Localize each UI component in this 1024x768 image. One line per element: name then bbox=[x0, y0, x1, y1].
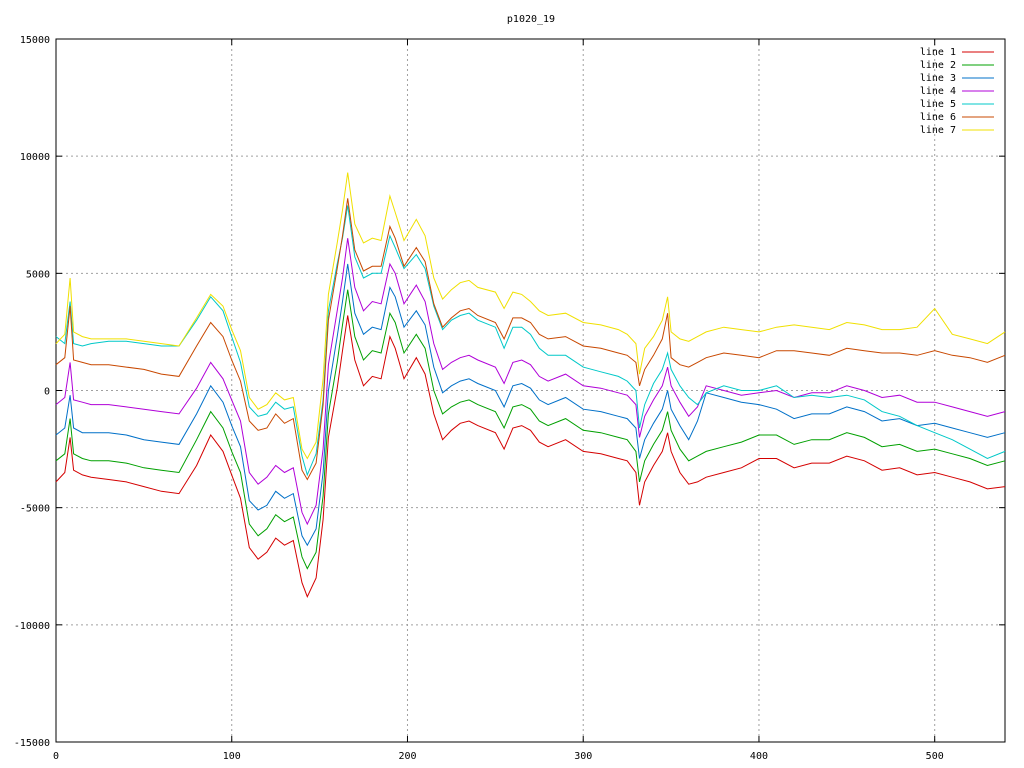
x-tick-label: 500 bbox=[926, 751, 944, 762]
x-tick-label: 400 bbox=[750, 751, 768, 762]
y-tick-label: 10000 bbox=[20, 152, 50, 163]
axis-ticks: -15000 -10000 -5000 0 5000 10000 15000 0 100 200 3… bbox=[14, 35, 1005, 762]
y-tick-label: -15000 bbox=[14, 738, 50, 749]
series-line-5 bbox=[55, 205, 1006, 477]
series-line-4 bbox=[55, 238, 1006, 526]
chart-title: p1020_19 bbox=[507, 14, 555, 25]
legend-label-7: line 7 bbox=[920, 125, 956, 136]
legend-label-2: line 2 bbox=[920, 60, 956, 71]
y-tick-label: -5000 bbox=[20, 504, 50, 515]
y-tick-label: 15000 bbox=[20, 35, 50, 46]
legend-label-4: line 4 bbox=[920, 86, 956, 97]
y-tick-label: 5000 bbox=[26, 269, 50, 280]
x-tick-label: 200 bbox=[398, 751, 416, 762]
legend-label-6: line 6 bbox=[920, 112, 956, 123]
series-line-1 bbox=[55, 315, 1006, 598]
series-lines bbox=[55, 172, 1006, 598]
legend-label-5: line 5 bbox=[920, 99, 956, 110]
legend: line 1 line 2 line 3 line 4 line 5 line 6 line… bbox=[920, 47, 994, 136]
y-tick-label: -10000 bbox=[14, 621, 50, 632]
series-line-7 bbox=[55, 172, 1006, 460]
grid-lines bbox=[56, 39, 1005, 742]
series-line-3 bbox=[55, 263, 1006, 547]
y-tick-label: 0 bbox=[44, 387, 50, 398]
x-tick-label: 100 bbox=[223, 751, 241, 762]
x-tick-label: 0 bbox=[53, 751, 59, 762]
x-tick-label: 300 bbox=[574, 751, 592, 762]
series-line-2 bbox=[55, 289, 1006, 570]
series-line-6 bbox=[55, 198, 1006, 481]
legend-label-1: line 1 bbox=[920, 47, 956, 58]
legend-label-3: line 3 bbox=[920, 73, 956, 84]
